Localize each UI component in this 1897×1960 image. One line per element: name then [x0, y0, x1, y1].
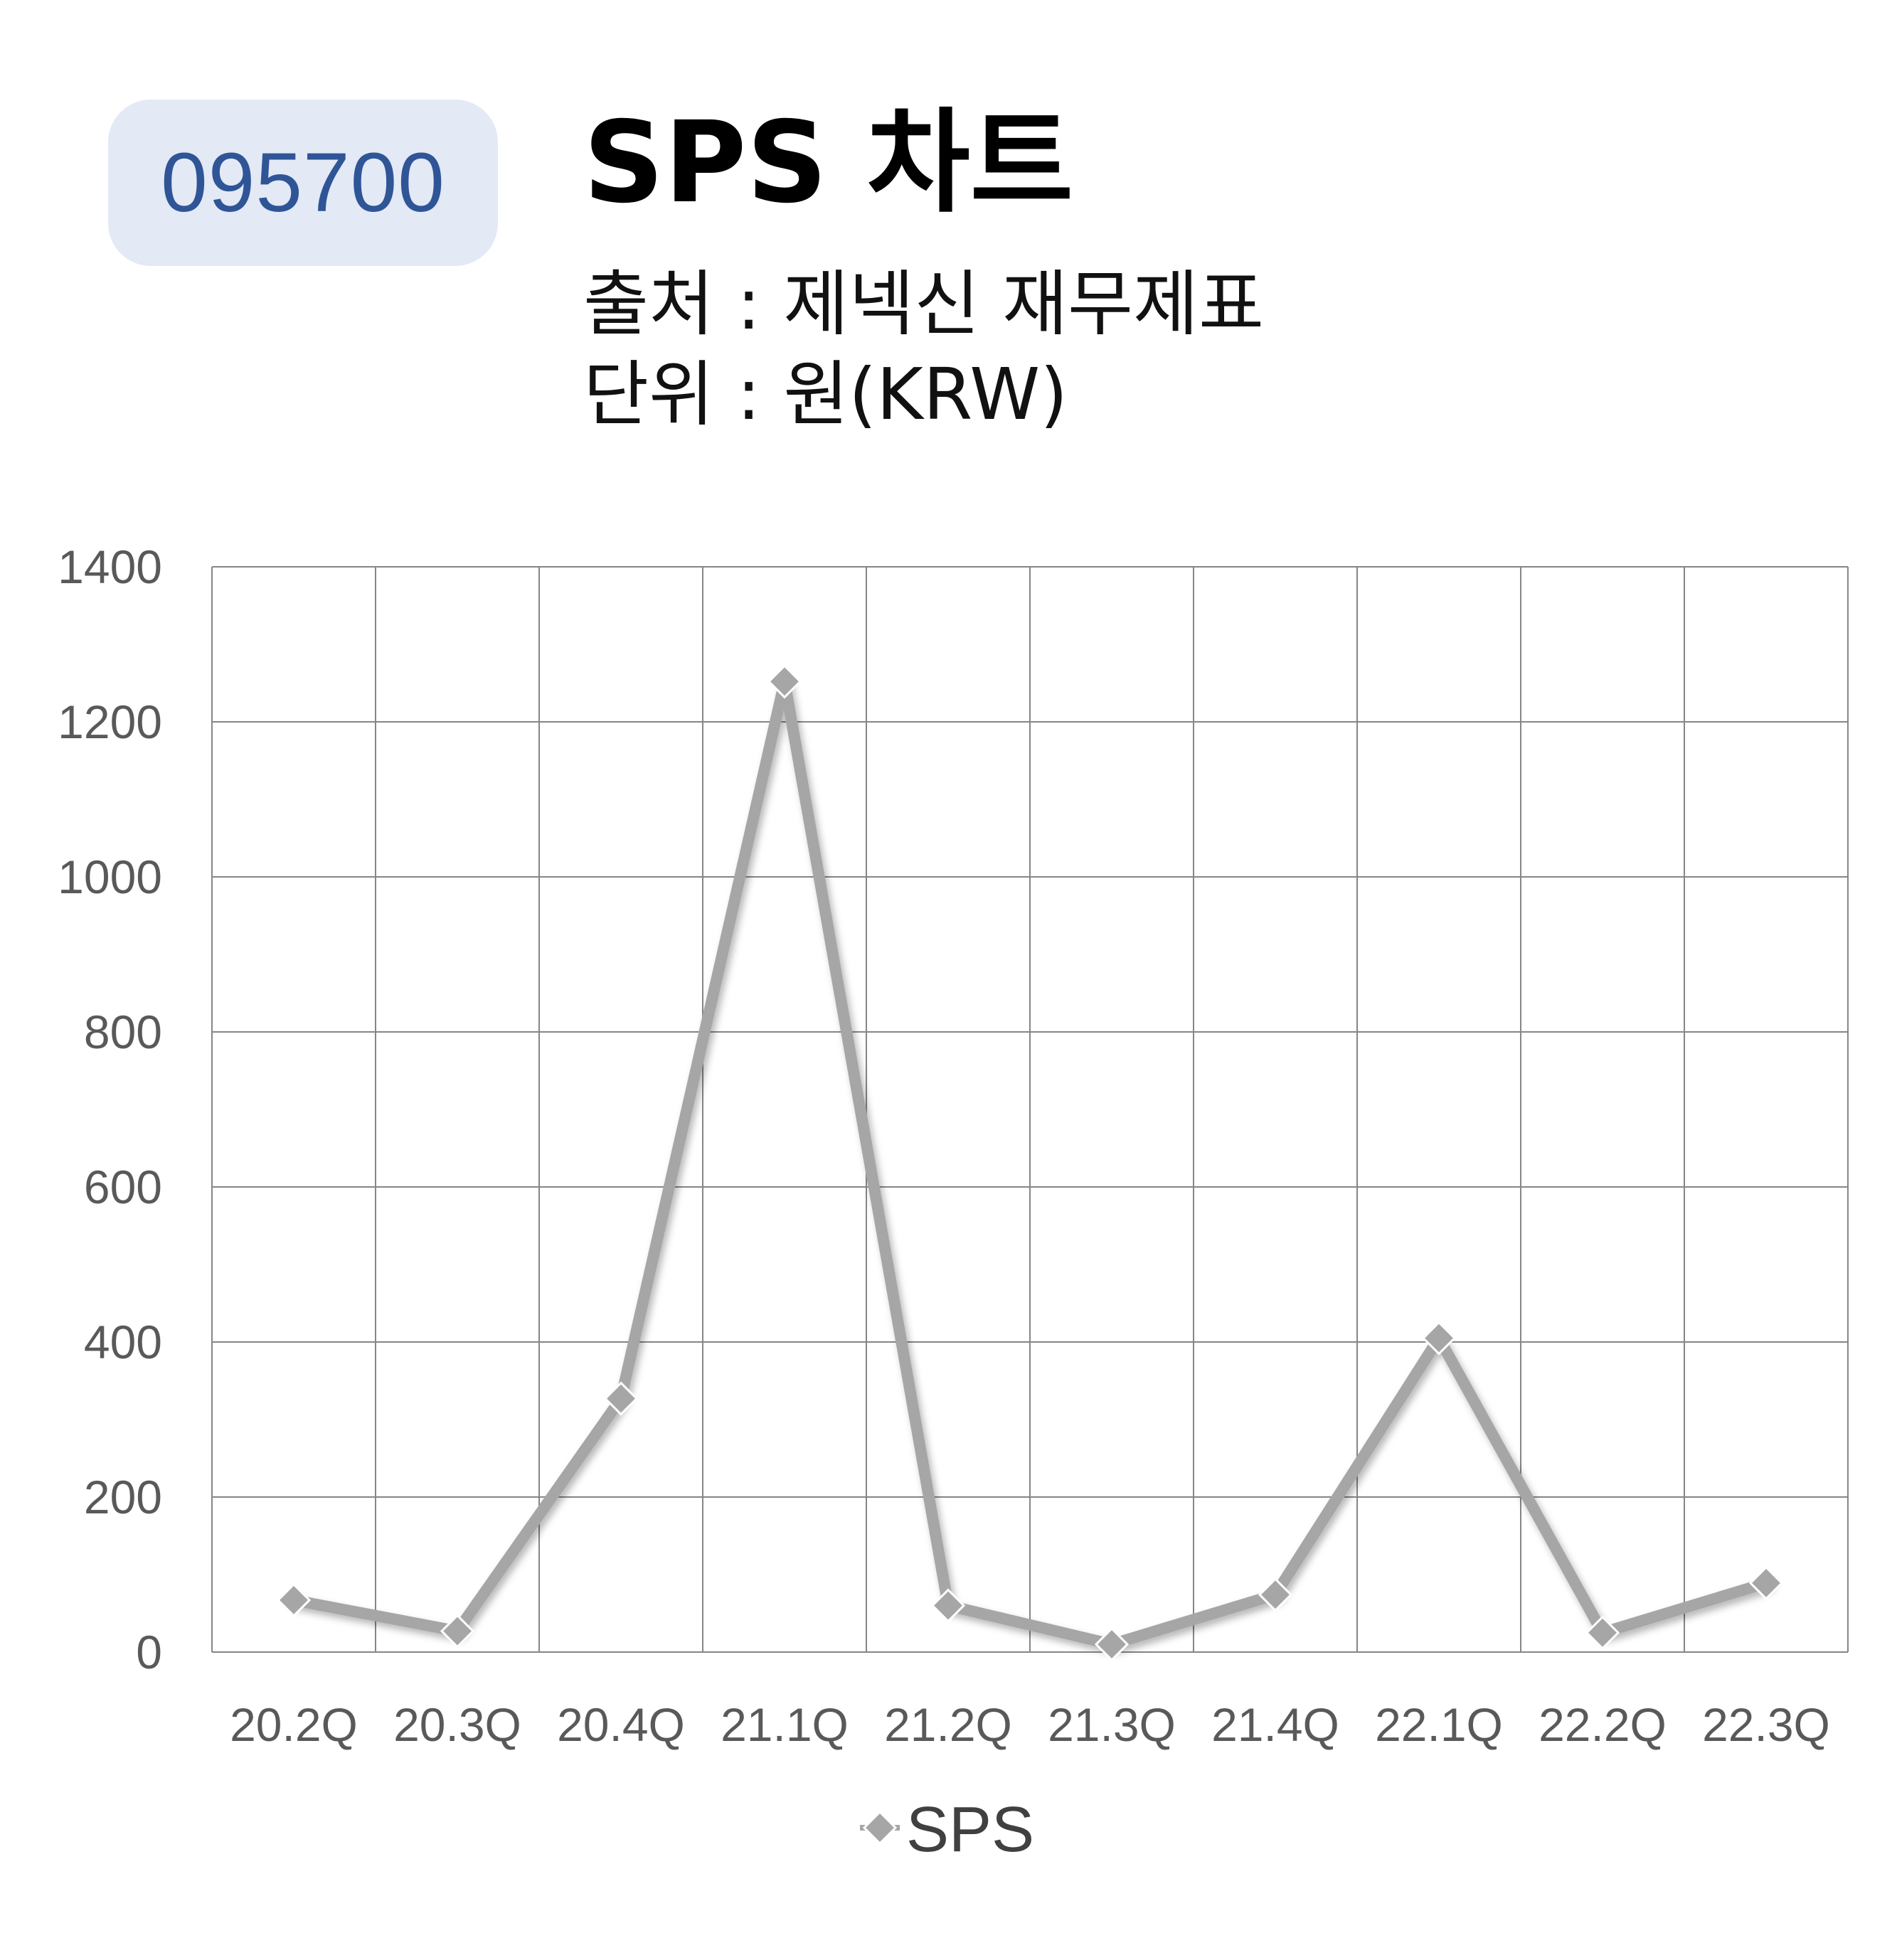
data-point-marker — [930, 1588, 966, 1623]
legend-marker — [862, 1810, 898, 1846]
legend: SPS — [860, 1794, 1034, 1865]
series-line — [288, 676, 1772, 1651]
unit-label: 단위 : 원(KRW) — [583, 353, 1068, 436]
data-point-marker — [1258, 1577, 1293, 1612]
x-tick-label: 22.2Q — [1539, 1698, 1667, 1751]
x-tick-label: 21.4Q — [1211, 1698, 1339, 1751]
x-tick-label: 22.1Q — [1375, 1698, 1503, 1751]
chart-title: SPS 차트 — [583, 97, 1074, 228]
y-tick-label: 400 — [84, 1316, 162, 1368]
x-tick-label: 20.2Q — [230, 1698, 358, 1751]
stock-code: 095700 — [161, 136, 445, 230]
legend-label: SPS — [906, 1794, 1034, 1865]
x-tick-label: 20.3Q — [393, 1698, 521, 1751]
x-axis-ticks: 20.2Q 20.3Q 20.4Q 21.1Q 21.2Q 21.3Q 21.4Q 22.1Q… — [230, 1698, 1830, 1751]
data-point-marker — [1421, 1321, 1457, 1356]
data-point-marker — [440, 1614, 475, 1649]
y-tick-label: 200 — [84, 1471, 162, 1523]
y-tick-label: 600 — [84, 1161, 162, 1213]
grid — [211, 566, 1849, 1653]
y-tick-label: 800 — [84, 1006, 162, 1058]
y-tick-label: 1200 — [58, 696, 162, 748]
data-point-marker — [1585, 1615, 1620, 1650]
x-tick-label: 21.3Q — [1048, 1698, 1176, 1751]
data-point-marker — [767, 664, 802, 699]
data-point-marker — [276, 1582, 312, 1618]
stock-code-badge: 095700 — [108, 100, 498, 266]
y-axis-ticks: 0 200 400 600 800 1000 1200 1400 — [58, 540, 162, 1678]
x-tick-label: 21.2Q — [884, 1698, 1012, 1751]
source-label: 출처 : 제넥신 재무제표 — [583, 262, 1265, 346]
data-point-marker — [1094, 1626, 1130, 1662]
data-point-marker — [1748, 1565, 1784, 1601]
x-tick-label: 21.1Q — [721, 1698, 849, 1751]
y-tick-label: 1000 — [58, 851, 162, 903]
y-tick-label: 0 — [136, 1626, 162, 1678]
x-tick-label: 22.3Q — [1702, 1698, 1830, 1751]
series-sps — [276, 664, 1784, 1662]
y-tick-label: 1400 — [58, 540, 162, 593]
data-point-marker — [603, 1381, 639, 1416]
x-tick-label: 20.4Q — [557, 1698, 685, 1751]
